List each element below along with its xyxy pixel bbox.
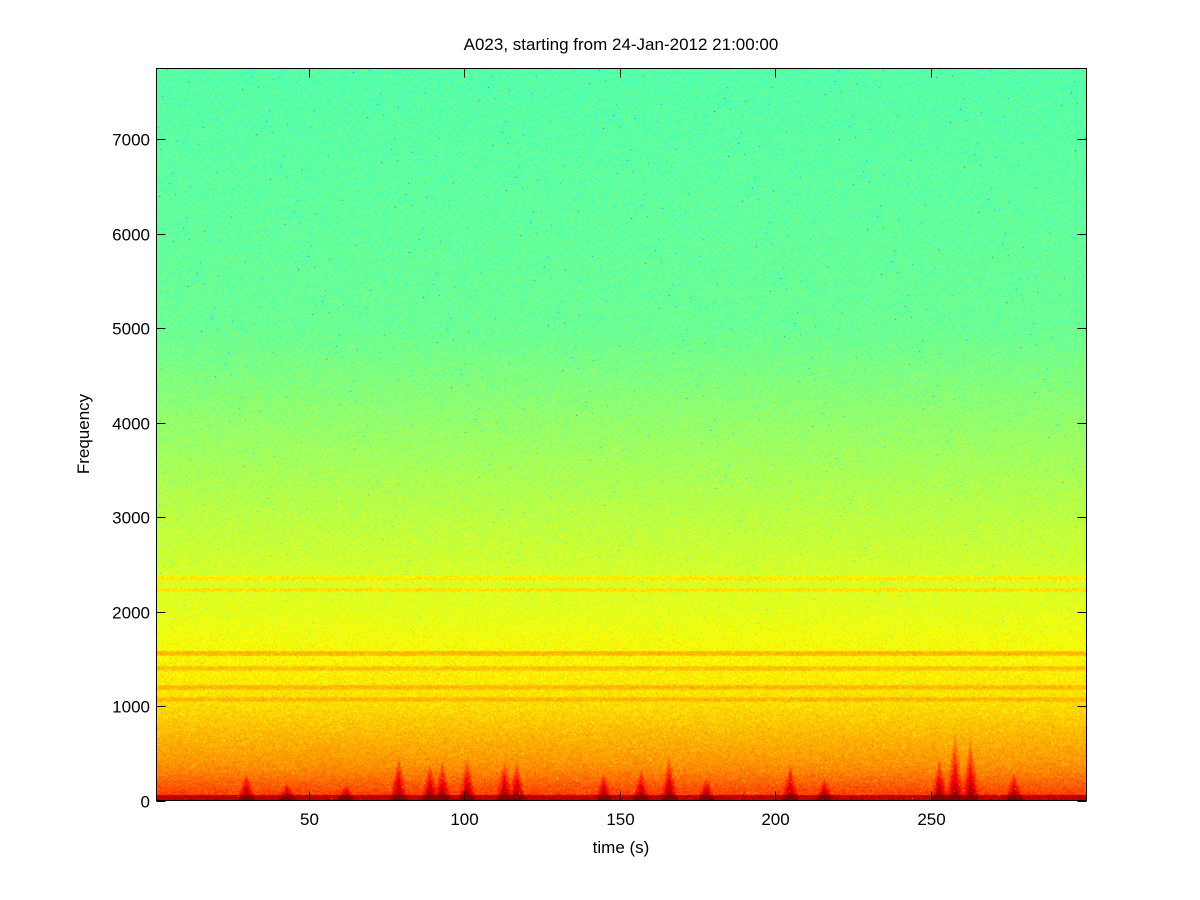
y-tick-label: 1000 <box>112 698 150 717</box>
y-tick-label: 6000 <box>112 226 150 245</box>
x-tick-label: 50 <box>300 810 319 829</box>
x-tick-label: 150 <box>606 810 634 829</box>
y-tick-label: 4000 <box>112 415 150 434</box>
spectrogram-image <box>156 68 1086 801</box>
y-tick-label: 2000 <box>112 604 150 623</box>
x-tick-label: 100 <box>450 810 478 829</box>
chart-title: A023, starting from 24-Jan-2012 21:00:00 <box>464 35 779 54</box>
y-tick-label: 0 <box>141 793 150 812</box>
x-axis: 50 100 150 200 250 <box>300 68 946 829</box>
y-tick-label: 5000 <box>112 320 150 339</box>
y-tick-label: 7000 <box>112 131 150 150</box>
x-axis-label: time (s) <box>593 838 650 857</box>
x-tick-label: 250 <box>917 810 945 829</box>
y-axis-label: Frequency <box>74 393 93 474</box>
y-axis: 0 1000 2000 3000 4000 5000 6000 7000 <box>112 131 1087 812</box>
y-tick-label: 3000 <box>112 509 150 528</box>
x-tick-label: 200 <box>761 810 789 829</box>
plot-frame <box>156 68 1087 801</box>
